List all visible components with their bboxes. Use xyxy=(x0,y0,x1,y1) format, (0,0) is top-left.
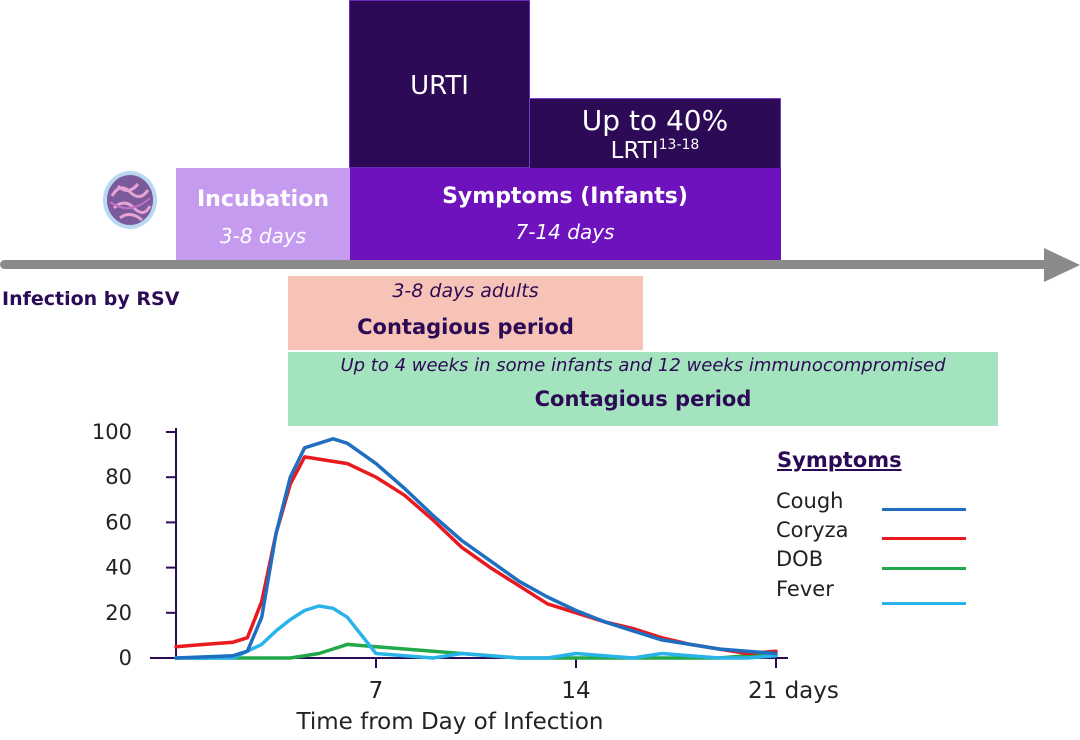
series-line-cough xyxy=(174,437,778,660)
x-tick-label: 14 xyxy=(561,678,590,704)
legend-label-fever: Fever xyxy=(776,577,834,601)
lrti-reference: 13-18 xyxy=(658,137,700,153)
y-tick-label: 40 xyxy=(105,556,132,580)
legend-swatch-cough xyxy=(882,508,966,511)
legend-label-coryza: Coryza xyxy=(776,518,849,542)
symptoms-title: Symptoms (Infants) xyxy=(442,184,688,209)
x-axis-title: Time from Day of Infection xyxy=(296,709,604,735)
incubation-title: Incubation xyxy=(197,187,329,212)
x-tick-label: 21 days xyxy=(748,678,839,704)
series-line-fever xyxy=(174,604,778,660)
legend-title: Symptoms xyxy=(777,448,902,472)
legend-label-cough: Cough xyxy=(776,489,844,513)
symptoms-box: Symptoms (Infants) 7-14 days xyxy=(349,168,781,260)
lrti-percent: Up to 40% xyxy=(581,104,729,137)
y-tick-label: 100 xyxy=(92,420,132,444)
lrti-label: LRTI13-18 xyxy=(530,137,780,164)
contagious-infants-box: Up to 4 weeks in some infants and 12 wee… xyxy=(288,352,998,426)
contagious-adults-label: Contagious period xyxy=(357,315,574,339)
x-tick-label: 7 xyxy=(369,678,384,704)
incubation-duration: 3-8 days xyxy=(219,224,307,248)
urti-label: URTI xyxy=(410,71,469,101)
legend-swatch-fever xyxy=(882,602,966,605)
contagious-adults-box: 3-8 days adults Contagious period xyxy=(288,276,643,350)
urti-box: URTI xyxy=(349,0,530,168)
contagious-infants-note: Up to 4 weeks in some infants and 12 wee… xyxy=(340,355,946,376)
incubation-box: Incubation 3-8 days xyxy=(176,168,350,260)
contagious-adults-duration: 3-8 days adults xyxy=(392,280,539,302)
legend-swatch-dob xyxy=(882,567,966,570)
rsv-virus-icon xyxy=(103,171,157,229)
series-line-coryza xyxy=(174,455,778,656)
lrti-text: LRTI xyxy=(610,138,659,164)
legend-label-dob: DOB xyxy=(776,547,824,571)
timeline-arrow-line xyxy=(0,260,1052,269)
y-tick-label: 80 xyxy=(105,465,132,489)
y-tick-label: 20 xyxy=(105,601,132,625)
y-tick-label: 0 xyxy=(119,646,132,670)
timeline-arrow-head xyxy=(1044,248,1080,282)
symptoms-duration: 7-14 days xyxy=(515,220,615,244)
contagious-infants-label: Contagious period xyxy=(534,387,752,411)
legend-swatch-coryza xyxy=(882,537,966,540)
infection-label: Infection by RSV xyxy=(2,288,180,310)
y-tick-label: 60 xyxy=(105,510,132,534)
